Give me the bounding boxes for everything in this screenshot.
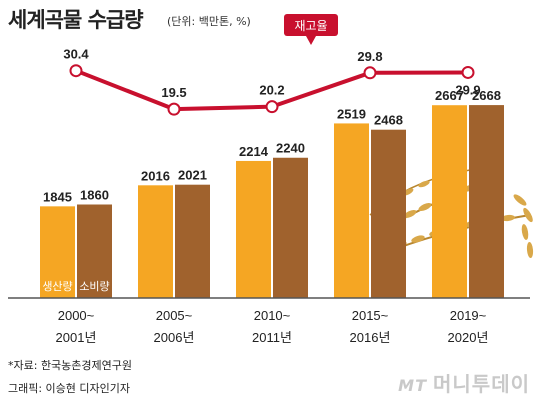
x-tick-label: 2019~ [450,308,487,323]
bar-value-label: 2021 [178,168,207,183]
bar-consumption [469,105,504,298]
x-tick-label: 2001년 [56,330,97,345]
bar-value-label: 2016 [141,168,170,183]
unit-label: (단위: 백만톤, %) [167,15,251,28]
stock-ratio-point [363,66,377,80]
source-note: *자료: 한국농촌경제연구원 [8,359,133,372]
chart-title: 세계곡물 수급량 [8,8,144,32]
bar-production [236,160,271,298]
bar-production [138,185,173,298]
x-tick-label: 2015~ [352,308,389,323]
bar-consumption [175,184,210,298]
stock-ratio-value-label: 20.2 [259,83,284,98]
x-tick-label: 2020년 [448,330,489,345]
bar-value-label: 2668 [472,88,501,103]
line-callout-box [284,14,338,36]
publisher-logo: MT 머니투데이 [398,368,530,397]
bar-value-label: 1845 [43,189,72,204]
bar-value-label: 2468 [374,113,403,128]
stock-ratio-point [69,64,83,78]
x-tick-label: 2000~ [58,308,95,323]
bar-value-label: 2667 [435,88,464,103]
bar-consumption [371,129,406,298]
stock-ratio-value-label: 29.8 [357,49,382,64]
x-tick-label: 2006년 [154,330,195,345]
bar-value-label: 2519 [337,106,366,121]
bar-value-label: 2240 [276,141,305,156]
bar-production [432,105,467,298]
line-callout-pointer [306,36,316,45]
graphic-credit: 그래픽: 이승현 디자인기자 [8,382,131,395]
x-tick-label: 2016년 [350,330,391,345]
stock-ratio-point [167,102,181,116]
bar-value-label: 1860 [80,187,109,202]
stock-ratio-value-label: 19.5 [161,85,186,100]
stock-ratio-value-label: 30.4 [63,47,89,62]
x-tick-label: 2005~ [156,308,193,323]
bar-production [40,206,75,298]
bar-value-label: 2214 [239,144,269,159]
x-tick-label: 2010~ [254,308,291,323]
stock-ratio-point [265,100,279,114]
stock-ratio-value-label: 29.9 [455,82,480,97]
bar-consumption [273,157,308,298]
logo-mt-text: MT [398,376,427,395]
legend-label: 소비량 [79,280,109,293]
legend-label: 생산량 [42,280,72,293]
bar-production [334,123,369,298]
x-tick-label: 2011년 [252,330,292,345]
stock-ratio-point [461,65,475,79]
logo-name-text: 머니투데이 [433,372,530,396]
bar-consumption [77,204,112,298]
line-callout-label: 재고율 [294,19,327,33]
